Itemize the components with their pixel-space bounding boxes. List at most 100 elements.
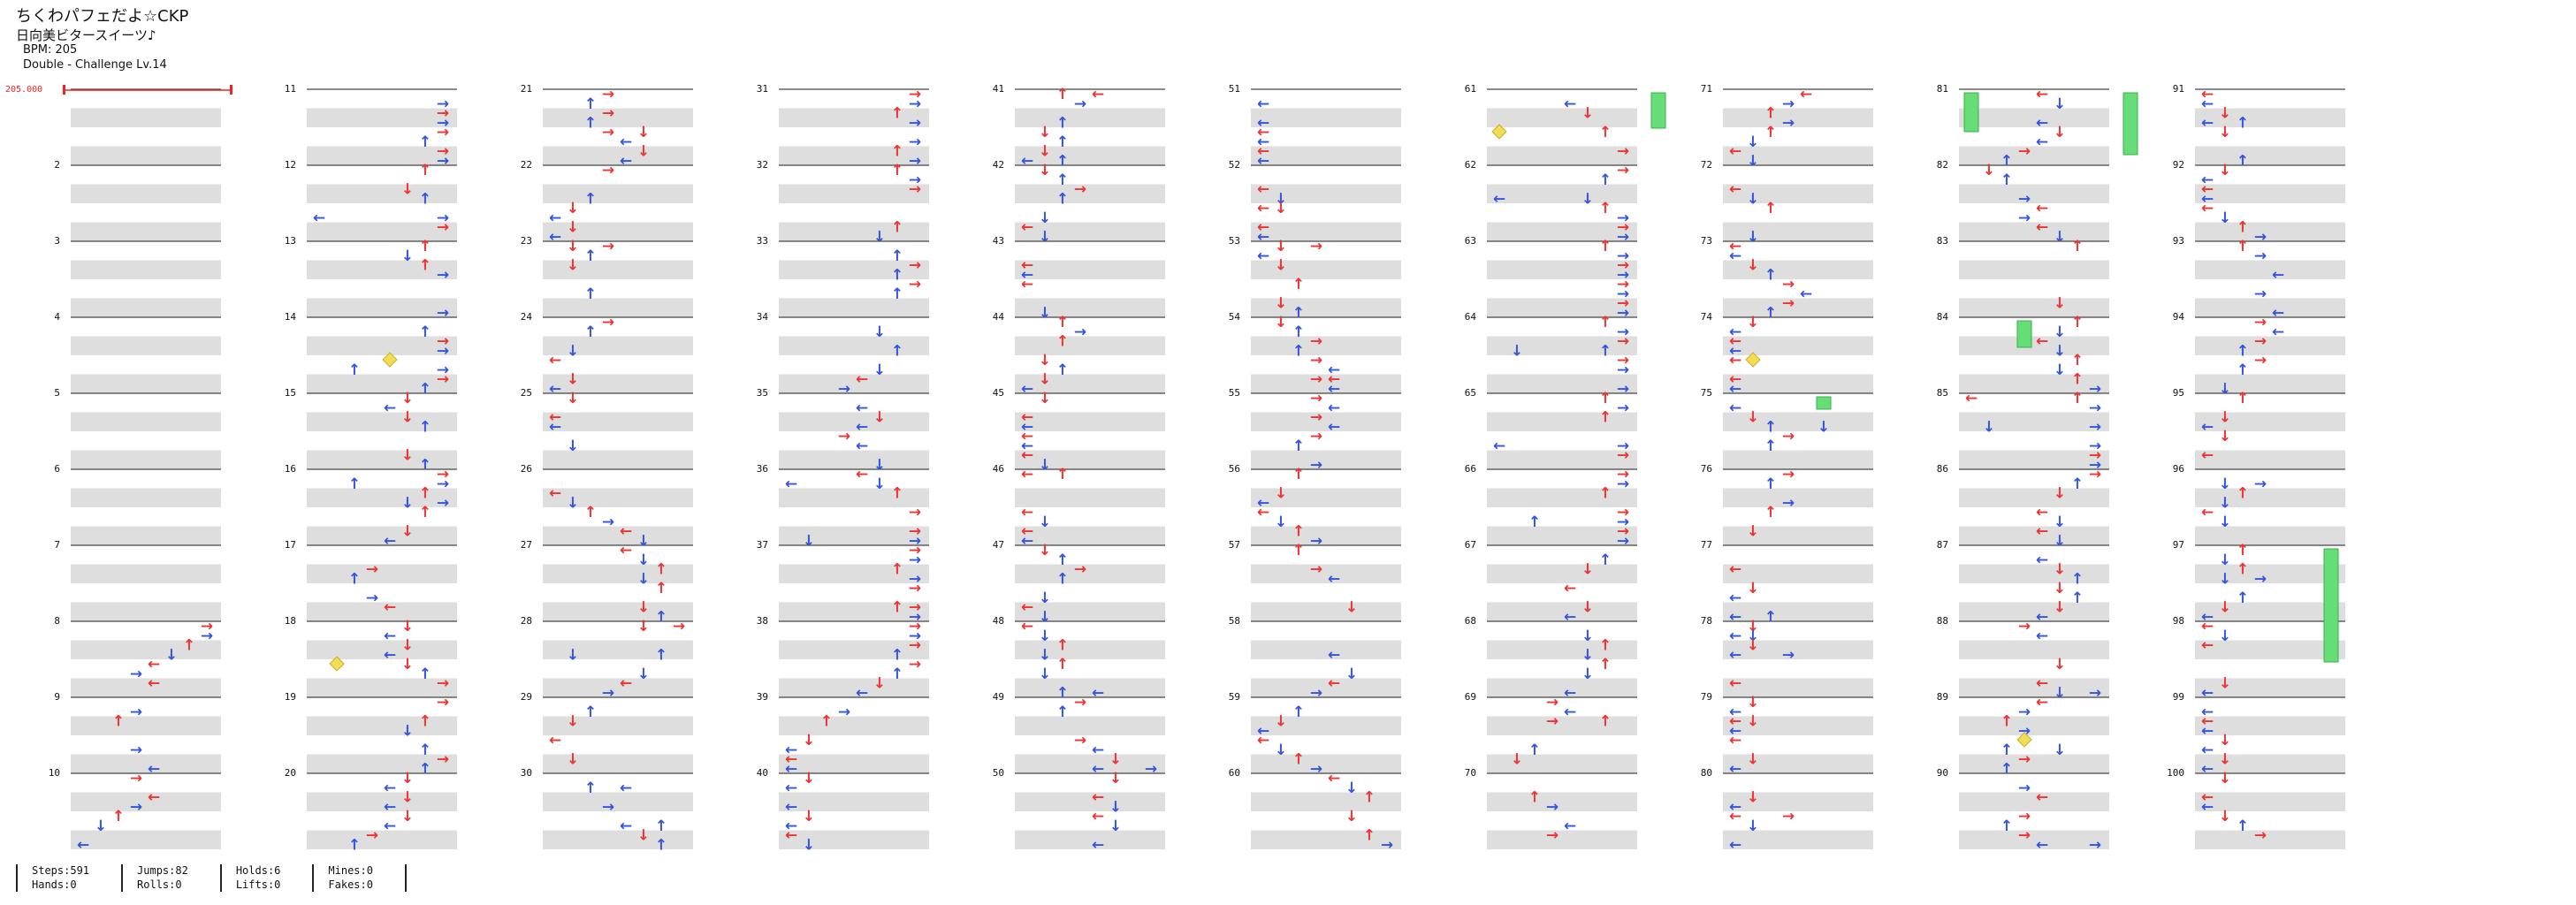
step-arrow: ↑ (419, 456, 431, 474)
measure-number: 32 (757, 159, 768, 171)
step-arrow: → (2089, 466, 2101, 483)
measure-band (779, 678, 929, 697)
measure-number: 19 (285, 691, 296, 703)
step-arrow: ← (620, 818, 632, 835)
step-arrow: ← (785, 475, 797, 493)
step-arrow: ↓ (1345, 808, 1358, 825)
step-arrow: ↓ (401, 722, 414, 740)
step-arrow: ← (1564, 95, 1576, 113)
step-arrow: ↑ (584, 247, 597, 265)
measure-band (779, 602, 929, 621)
step-arrow: ← (1257, 247, 1269, 265)
step-arrow: ← (620, 152, 632, 170)
measure-number: 62 (1465, 159, 1476, 171)
step-arrow: ↑ (1056, 684, 1069, 702)
step-arrow: → (602, 105, 614, 123)
measure-number: 60 (1229, 767, 1240, 779)
step-arrow: ↓ (567, 390, 579, 407)
measure-band (1251, 602, 1401, 621)
measure-band (779, 412, 929, 431)
step-arrow: ← (2036, 675, 2048, 693)
measure-band (543, 412, 693, 431)
step-arrow: ← (1328, 570, 1340, 588)
measure-number: 84 (1937, 311, 1949, 323)
step-arrow: → (2018, 808, 2031, 825)
measure-band (1487, 450, 1637, 469)
step-arrow: → (437, 494, 449, 512)
measure-number: 99 (2173, 691, 2184, 703)
step-arrow: ↓ (401, 447, 414, 465)
step-arrow: ↑ (2237, 542, 2249, 559)
step-arrow: ↑ (2001, 152, 2013, 170)
step-arrow: ← (313, 209, 325, 227)
step-arrow: → (130, 741, 142, 759)
hold-bar (2016, 320, 2032, 348)
step-arrow: → (602, 124, 614, 141)
measure-band (1015, 450, 1165, 469)
step-arrow: → (130, 770, 142, 787)
step-arrow: ↑ (1599, 342, 1612, 360)
step-arrow: → (909, 608, 921, 626)
step-arrow: → (909, 580, 921, 597)
measure-number: 96 (2173, 463, 2184, 475)
measure-number: 71 (1701, 83, 1712, 95)
step-arrow: ← (785, 780, 797, 797)
step-arrow: ↓ (1039, 627, 1051, 645)
measure-band (1251, 412, 1401, 431)
step-arrow: → (1546, 798, 1559, 816)
measure-band (1723, 412, 1873, 431)
measure-band (1251, 564, 1401, 583)
step-arrow: ↓ (1581, 105, 1594, 123)
step-arrow: → (1617, 466, 1629, 483)
step-arrow: → (2018, 827, 2031, 845)
step-arrow: ← (384, 599, 396, 617)
step-arrow: ← (1729, 333, 1741, 351)
step-arrow: ↓ (1039, 352, 1051, 369)
measure-band (1959, 108, 2109, 127)
step-arrow: → (1546, 694, 1559, 711)
step-arrow: ← (1965, 390, 1978, 407)
measure-band (543, 488, 693, 507)
step-arrow: → (2089, 399, 2101, 417)
measure-number: 82 (1937, 159, 1948, 171)
step-arrow: ↑ (1056, 637, 1069, 655)
measure-number: 30 (521, 767, 532, 779)
measure-band (1251, 792, 1401, 811)
step-arrow: ↓ (2219, 475, 2231, 493)
stat-holds: Holds:6 (235, 864, 281, 877)
measure-band (1959, 602, 2109, 621)
step-arrow: ↑ (1764, 266, 1777, 284)
step-arrow: ← (785, 760, 797, 778)
step-arrow: ↑ (1292, 342, 1305, 360)
step-arrow: ← (2036, 627, 2048, 645)
step-arrow: → (909, 86, 921, 103)
step-arrow: ← (1021, 152, 1033, 170)
step-arrow: ↓ (2219, 751, 2231, 769)
step-arrow: → (1617, 257, 1629, 275)
measure-number: 73 (1701, 235, 1712, 247)
step-arrow: ↓ (873, 475, 886, 493)
step-arrow: → (1617, 285, 1629, 303)
measure-band (1723, 298, 1873, 317)
step-arrow: ← (2036, 133, 2048, 151)
step-arrow: ↑ (2071, 589, 2084, 607)
step-arrow: ← (2201, 447, 2214, 465)
step-arrow: ↑ (1292, 304, 1305, 322)
step-arrow: → (437, 751, 449, 769)
step-arrow: ↓ (1039, 143, 1051, 161)
step-arrow: ↑ (1056, 171, 1069, 189)
measure-number: 40 (757, 767, 768, 779)
measure-band (1487, 678, 1637, 697)
step-arrow: ↑ (1056, 333, 1069, 351)
step-arrow: ↓ (637, 599, 650, 617)
step-arrow: → (1310, 428, 1322, 445)
measure-number: 27 (521, 539, 532, 551)
step-arrow: ↓ (95, 818, 107, 835)
step-arrow: → (1074, 694, 1086, 711)
measure-number: 90 (1937, 767, 1948, 779)
step-arrow: ↑ (1599, 713, 1612, 731)
measure-number: 59 (1229, 691, 1240, 703)
step-arrow: ← (1729, 675, 1741, 693)
song-artist: 日向美ビタースイーツ♪ (16, 27, 156, 43)
step-arrow: → (1782, 466, 1795, 483)
